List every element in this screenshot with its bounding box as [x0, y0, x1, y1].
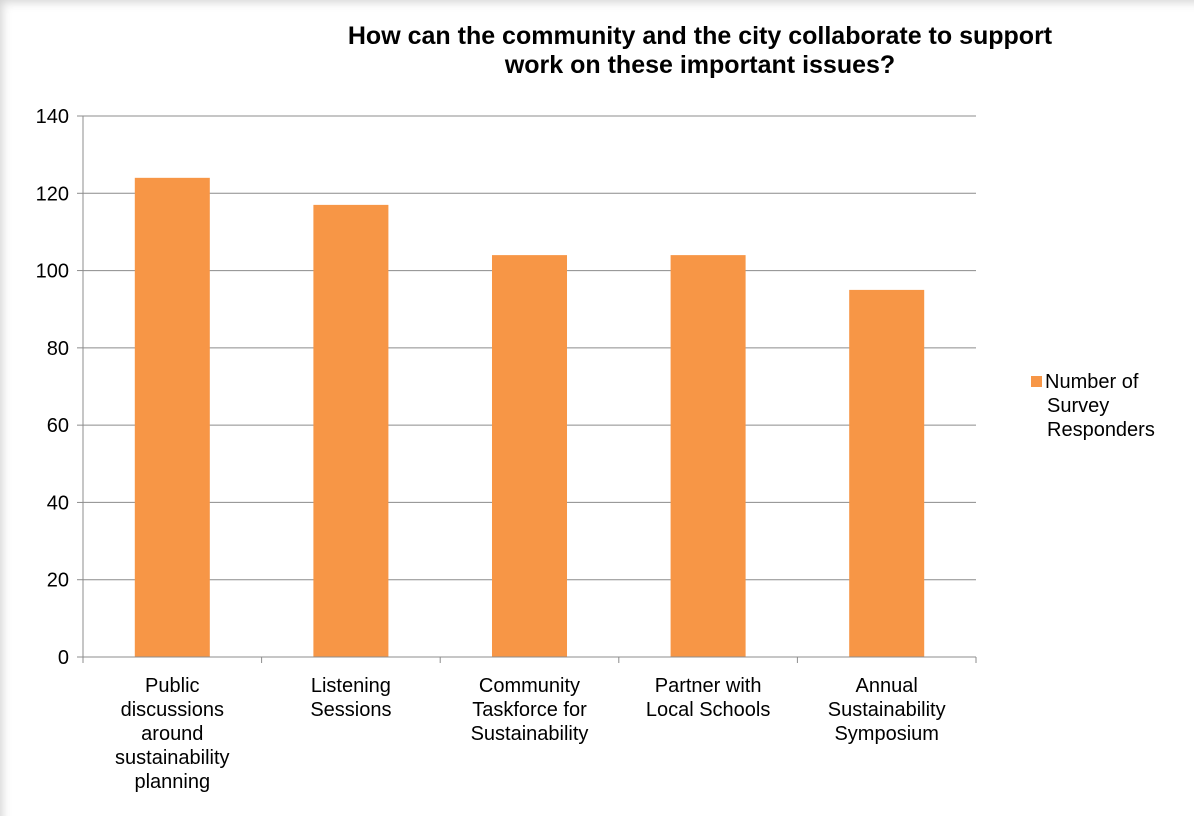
- legend-label-line: Survey: [1047, 395, 1109, 417]
- x-category-label-line: Community: [479, 675, 580, 697]
- y-tick-label: 0: [58, 647, 69, 669]
- x-category-label-line: planning: [134, 771, 210, 793]
- chart-title-line-2: work on these important issues?: [504, 51, 896, 79]
- legend-label-line: Number of: [1045, 371, 1139, 393]
- y-tick-label: 40: [47, 492, 69, 514]
- x-category-label-line: Sustainability: [471, 723, 589, 745]
- x-category-label-line: around: [141, 723, 203, 745]
- legend: Number of Survey Responders: [1031, 371, 1155, 441]
- x-category-label-line: discussions: [121, 699, 224, 721]
- y-tick-label: 100: [36, 261, 69, 283]
- legend-label-line: Responders: [1047, 419, 1155, 441]
- x-category-label-line: sustainability: [115, 747, 230, 769]
- chart-title: How can the community and the city colla…: [230, 22, 1170, 80]
- x-category-label-line: Partner with: [655, 675, 762, 697]
- legend-swatch: [1031, 376, 1042, 387]
- x-category-label: Listening Sessions: [310, 675, 391, 721]
- bar: [849, 289, 925, 657]
- x-category-label: Partner with Local Schools: [646, 675, 771, 721]
- axes: [82, 116, 977, 663]
- x-category-label: Annual Sustainability Symposium: [828, 675, 946, 745]
- y-axis-ticks: 0 20 40 60 80 100 120 140: [36, 106, 83, 669]
- y-tick-label: 60: [47, 415, 69, 437]
- bars: [134, 177, 925, 658]
- x-category-label: Community Taskforce for Sustainability: [471, 675, 589, 745]
- x-category-label-line: Listening: [311, 675, 391, 697]
- x-category-label-line: Taskforce for: [472, 699, 587, 721]
- bar: [670, 255, 746, 657]
- x-category-label-line: Public: [145, 675, 199, 697]
- y-tick-label: 20: [47, 570, 69, 592]
- bar: [313, 204, 389, 657]
- x-axis-labels: Public discussions around sustainability pla…: [115, 675, 946, 793]
- y-tick-label: 140: [36, 106, 69, 128]
- bar: [134, 177, 210, 658]
- chart-title-line-1: How can the community and the city colla…: [347, 22, 1053, 50]
- y-tick-label: 80: [47, 338, 69, 360]
- x-category-label-line: Annual: [856, 675, 918, 697]
- legend-label: Number of Survey Responders: [1045, 371, 1155, 441]
- x-category-label-line: Sessions: [310, 699, 391, 721]
- x-category-label: Public discussions around sustainability pla…: [115, 675, 230, 793]
- x-category-label-line: Local Schools: [646, 699, 771, 721]
- x-category-label-line: Symposium: [834, 723, 938, 745]
- bar: [491, 255, 568, 657]
- x-category-label-line: Sustainability: [828, 699, 946, 721]
- y-tick-label: 120: [36, 183, 69, 205]
